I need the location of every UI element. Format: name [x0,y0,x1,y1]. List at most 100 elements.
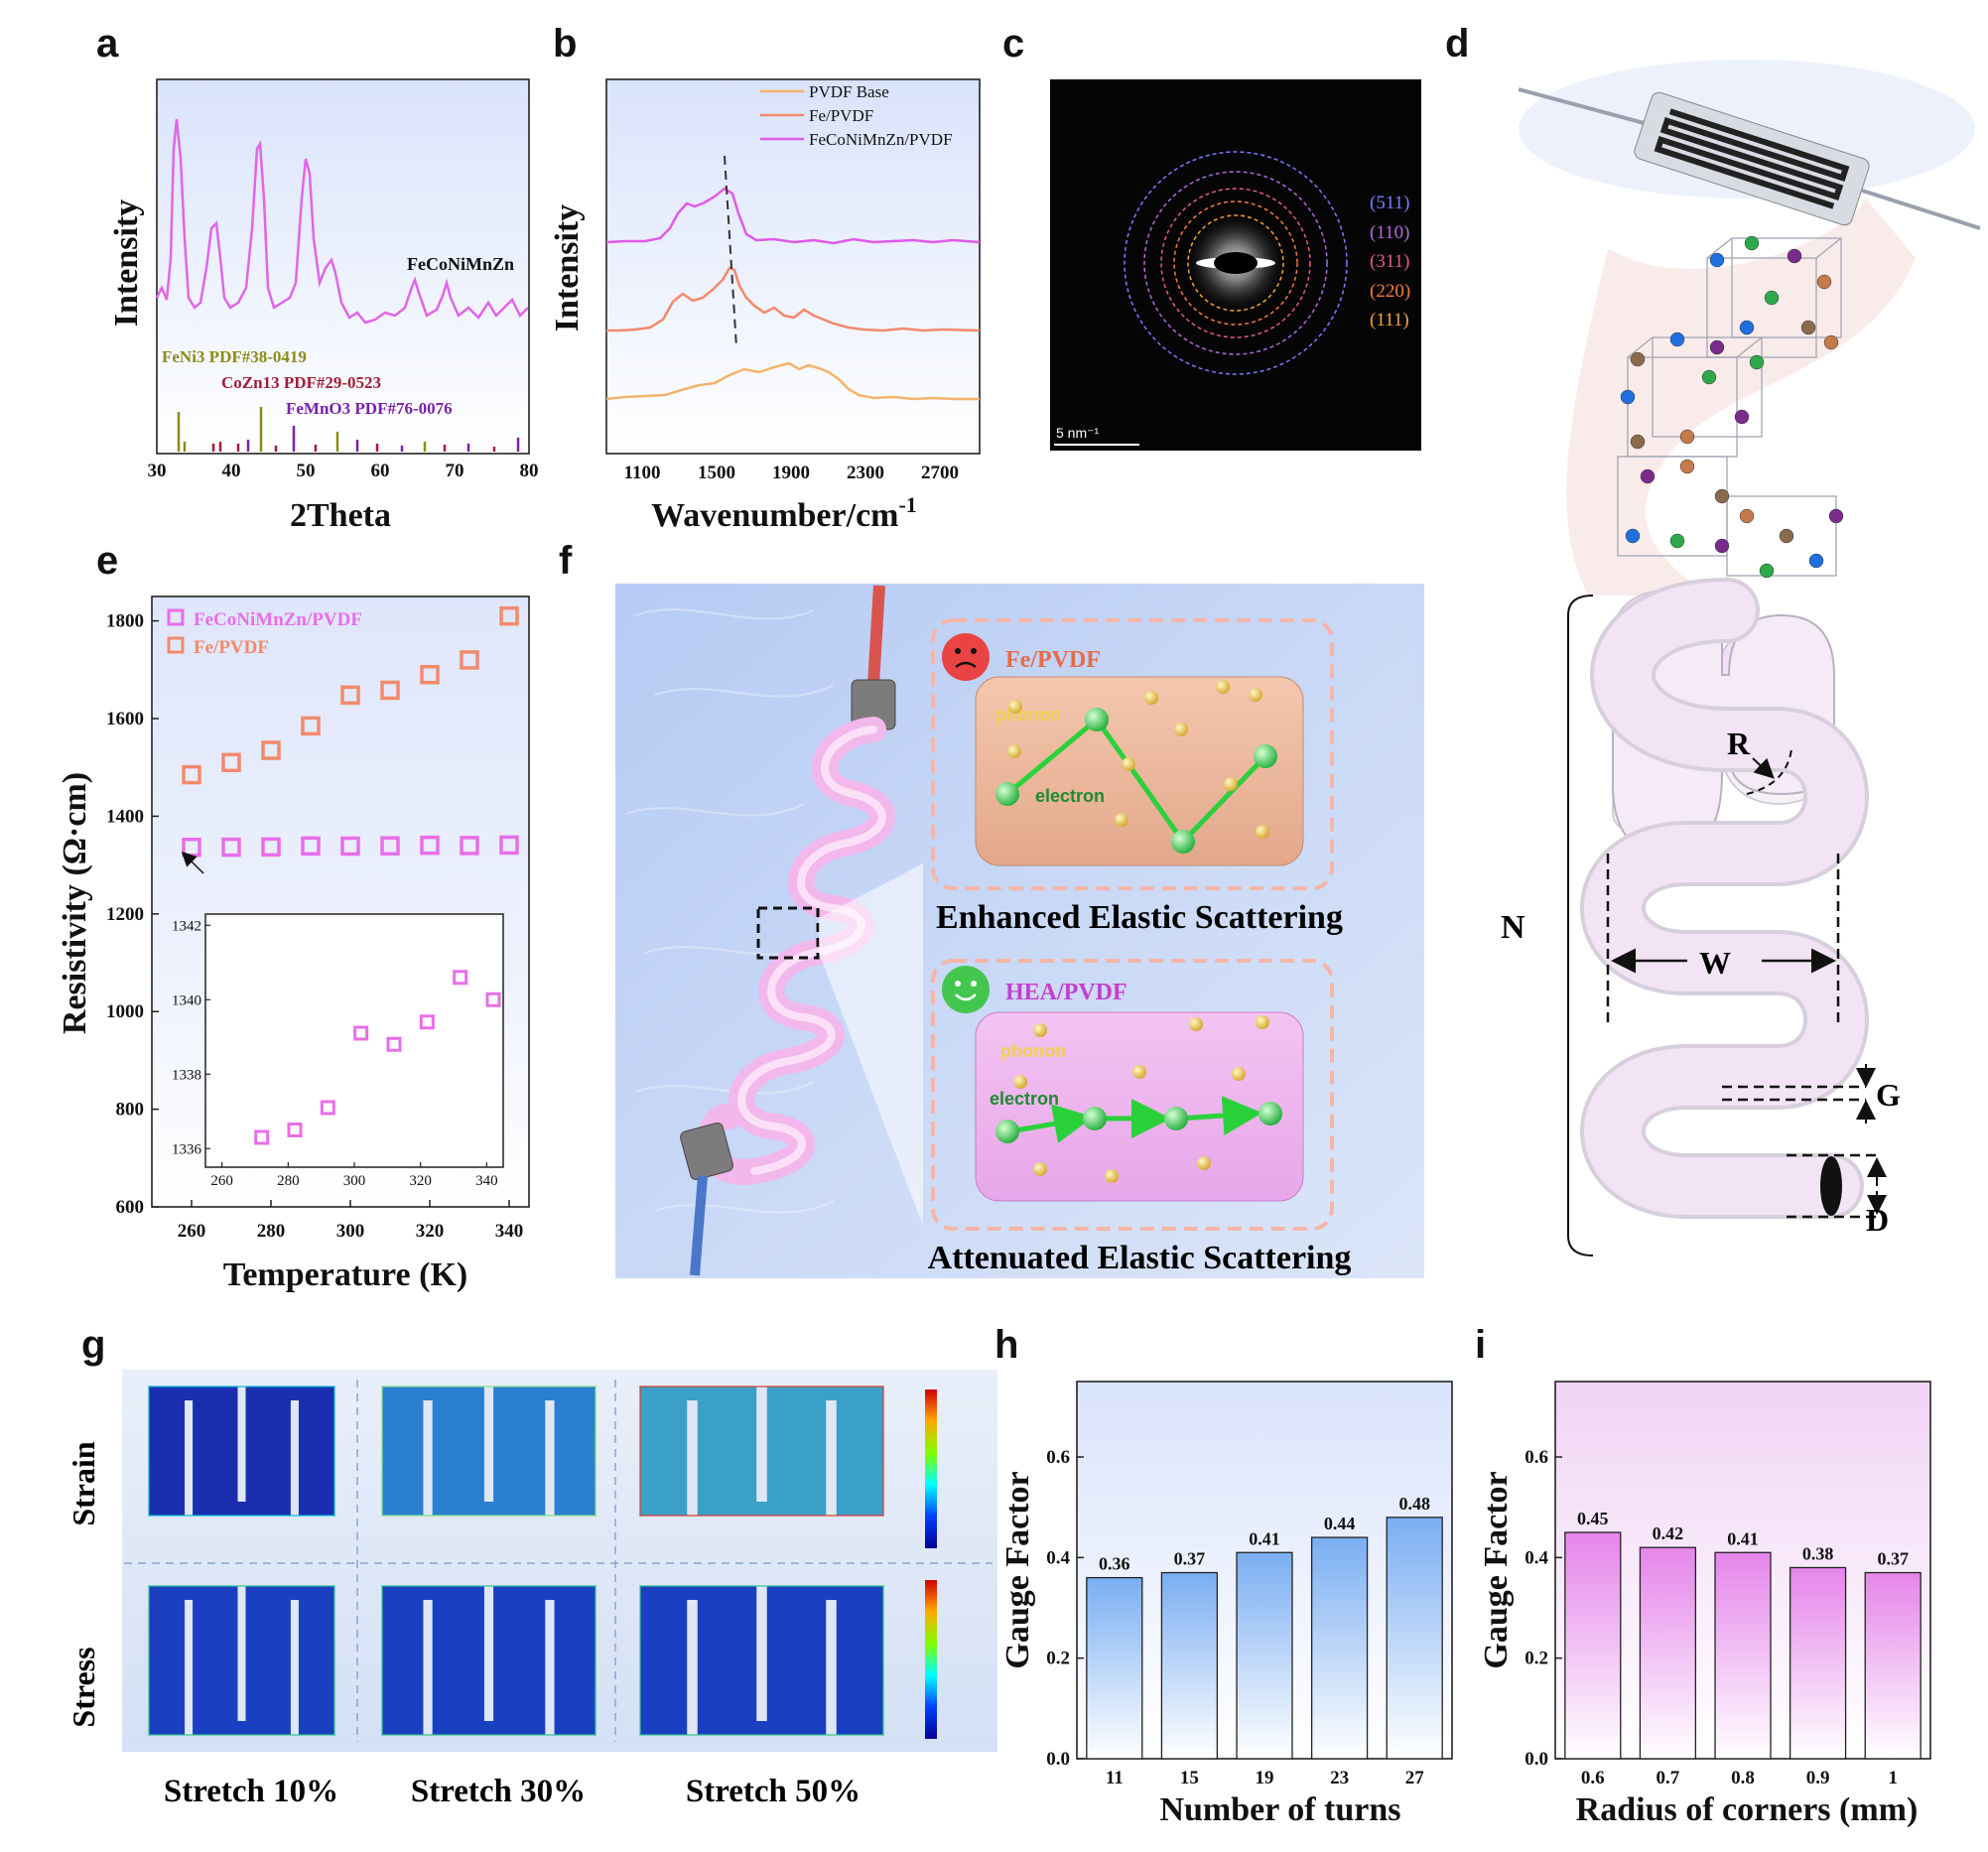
bottom-callout-border [931,959,1334,1231]
gauge-bar-value: 0.48 [1398,1494,1430,1514]
phonon [1115,813,1128,827]
inset-ytick: 1342 [172,918,201,934]
gauge-bar-value: 0.37 [1174,1549,1206,1569]
raman-legend-hea: FeCoNiMnZn/PVDF [809,130,953,149]
raman-legend-pvdf: PVDF Base [809,82,889,101]
gauge-bar-value: 0.41 [1727,1528,1759,1548]
legend-marker-fe [167,636,185,654]
r-arrow [1752,757,1775,779]
raman-curve-fecon-pvdf [605,187,981,245]
lattice-atom [1701,369,1717,385]
phonon [1249,688,1262,702]
phonon [1189,1017,1203,1031]
xrd-xtick: 30 [148,461,167,481]
resistivity-y-ticks: 600 800 1000 1200 1400 1600 1800 [106,611,159,1218]
phonon [1256,1015,1269,1029]
resistivity-xtick: 320 [416,1221,445,1242]
bar-ytick: 0.0 [1046,1749,1070,1770]
gauge-bar [1714,1551,1772,1760]
bottom-electron-label: electron [990,1089,1059,1109]
phonon [1008,700,1022,714]
stress-map-gap [423,1600,433,1735]
stress-map-gap [545,1600,555,1735]
hea-point [301,836,321,857]
bar-xtick: 11 [1106,1768,1124,1788]
gauge-bar-value: 0.42 [1653,1523,1684,1543]
radius-bars: 0.0 0.2 0.4 0.6 0.45 0.6 0.42 0.7 0.41 0.8 0.38 0.9… [1524,1447,1922,1788]
happy-face-icon [942,966,990,1013]
lattice-atom [1709,252,1725,268]
phonon [1232,1067,1246,1081]
panel-letter-c: c [1002,22,1024,66]
lattice-atom [1630,351,1646,367]
lattice-atom [1779,528,1794,544]
gauge-bar-value: 0.44 [1324,1514,1356,1533]
saed-label-311: (311) [1370,251,1409,272]
sad-face-eye [955,648,961,654]
xrd-xtick: 70 [446,461,464,481]
raman-curve-fe-pvdf [606,266,981,332]
bar-ytick: 0.0 [1524,1749,1548,1770]
xrd-curve [155,118,529,325]
stress-map-gap [185,1600,194,1735]
r-arc [1746,748,1792,795]
zoom-box [756,906,820,960]
panel-letter-i: i [1475,1323,1486,1367]
xrd-xtick: 40 [222,461,241,481]
resistivity-xtick: 340 [495,1221,524,1242]
inset-xtick: 320 [409,1173,432,1189]
lattice-cube [1652,336,1763,438]
gauge-bar-value: 0.45 [1577,1509,1609,1528]
lattice-atom [1816,274,1832,290]
top-electron [1085,708,1109,731]
device-strip [1634,91,1870,226]
lattice-edge [1627,336,1654,358]
top-electron-label: electron [1035,786,1105,806]
phonon [1007,744,1021,758]
phonon [1013,1075,1027,1089]
hea-point [340,836,360,857]
strain-map-gap [826,1400,837,1516]
top-title: Fe/PVDF [1005,647,1101,673]
hea-point [460,836,479,856]
inset-xtick: 280 [277,1173,300,1189]
bottom-electron-arrow [1009,1104,1094,1143]
lattice-atom [1714,488,1730,504]
xrd-reference-lines [177,407,520,452]
lattice-edge [1815,237,1842,259]
legend-marker-hea [167,608,185,626]
xrd-panel: FeCoNiMnZn FeNi3 PDF#38-0419 CoZn13 PDF#… [108,78,539,534]
turns-ylabel: Gauge Factor [999,1471,1036,1668]
fea-col-label-30: Stretch 30% [411,1774,586,1809]
resistivity-ytick: 1600 [106,709,144,729]
resistivity-xtick: 260 [178,1221,206,1242]
resistivity-ytick: 1800 [106,611,144,632]
n-bracket [1567,595,1594,1257]
saed-beam-stop [1214,252,1258,274]
phonon [1224,777,1238,791]
strain-map-gap [423,1400,433,1516]
fea-row-label-stress: Stress [66,1647,101,1727]
saed-panel: (511) (110) (311) (220) (111) 5 nm⁻¹ [1050,79,1421,451]
radius-xlabel: Radius of corners (mm) [1576,1791,1919,1828]
fe-point [261,740,281,760]
legend-hea: FeCoNiMnZn/PVDF [194,609,362,630]
bar-xtick: 19 [1256,1768,1274,1788]
lattice-atom [1787,248,1802,264]
inset-xtick: 260 [210,1173,233,1189]
phonon [1256,825,1269,839]
bar-xtick: 0.8 [1731,1768,1755,1788]
sad-face-mouth [955,661,977,669]
inset-point [254,1129,270,1145]
panel-letter-e: e [96,539,118,583]
raman-xlabel: Wavenumber/cm-1 [651,492,917,534]
strain-map-outline [148,1386,335,1517]
bottom-phonon-label: phonon [1000,1041,1066,1061]
inset-xtick: 300 [343,1173,366,1189]
ripple [654,1200,835,1214]
gauge-bar-value: 0.41 [1249,1528,1280,1548]
xrd-xlabel: 2Theta [290,497,391,534]
phonon [1105,1169,1119,1183]
saed-label-511: (511) [1370,193,1409,213]
